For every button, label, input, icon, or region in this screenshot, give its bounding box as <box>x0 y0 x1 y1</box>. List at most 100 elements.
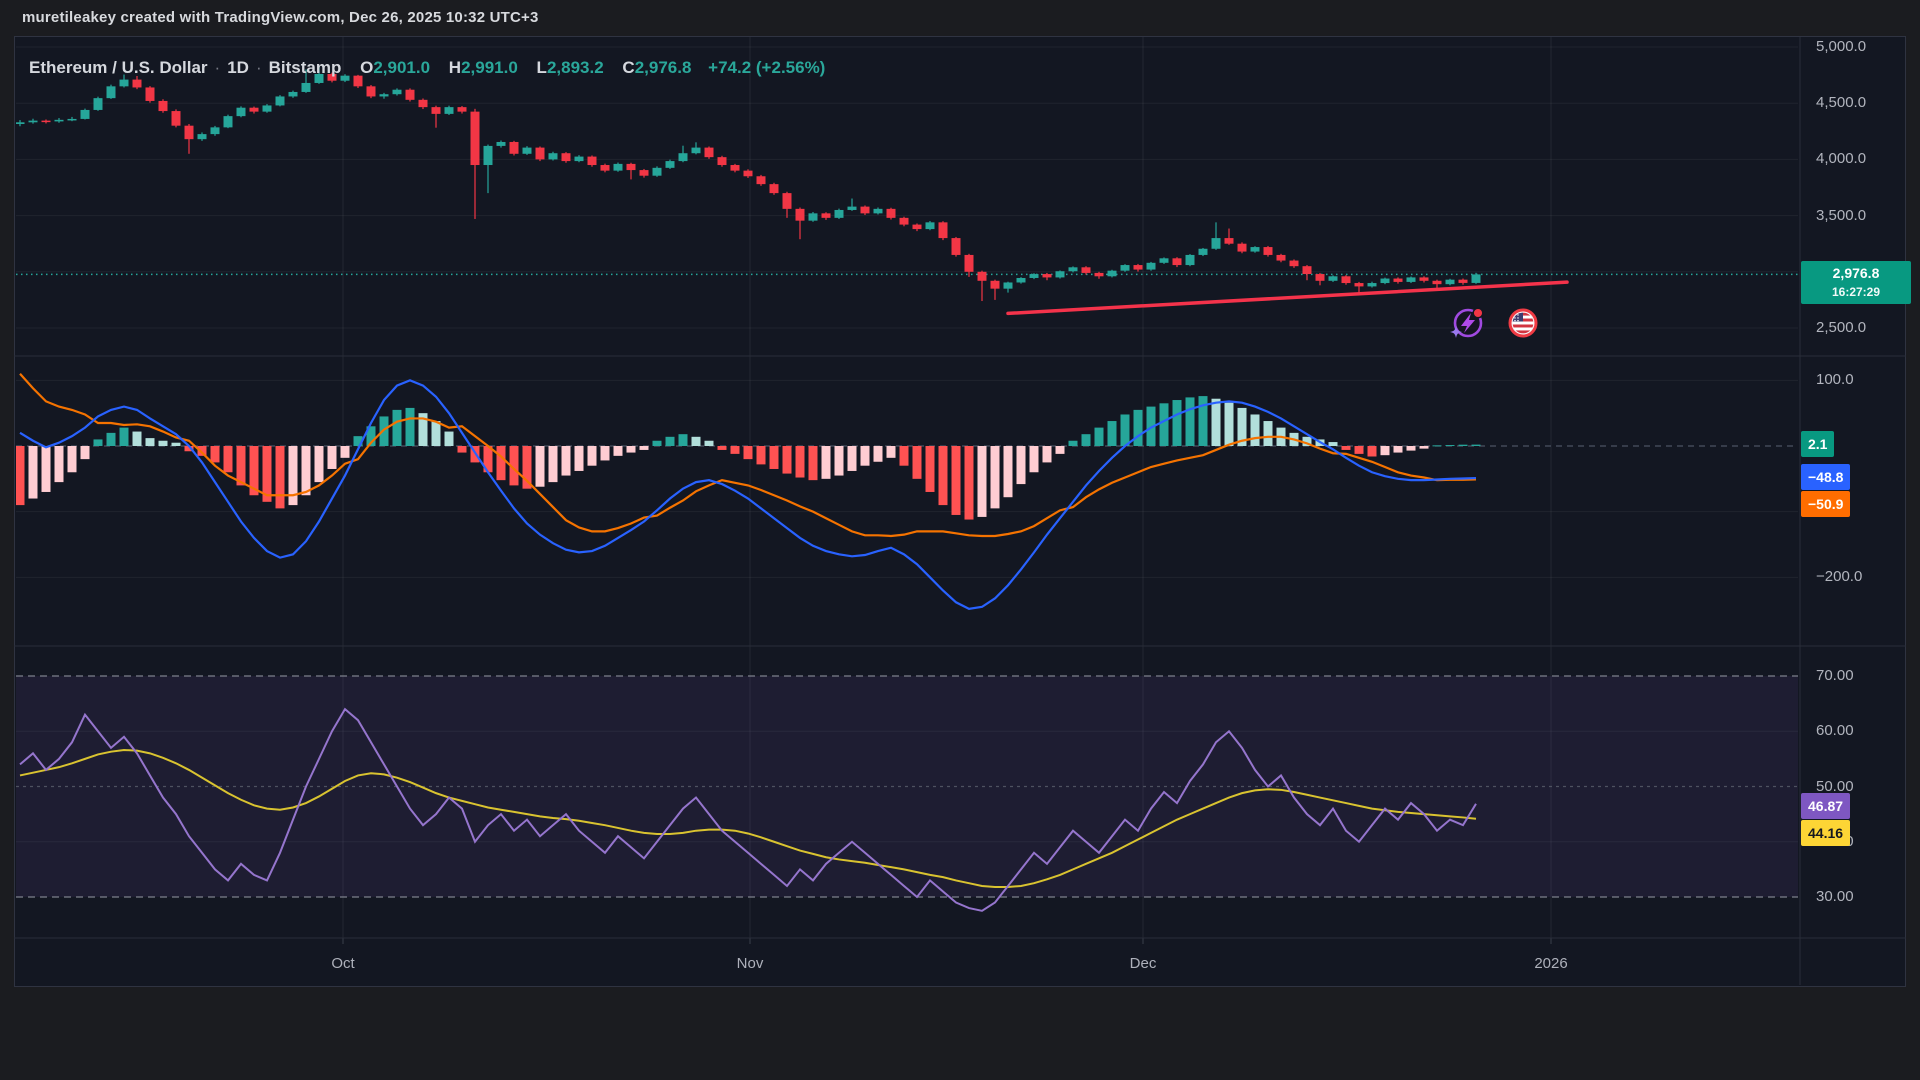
symbol-title[interactable]: Ethereum / U.S. Dollar <box>29 58 208 77</box>
candle <box>1068 267 1078 272</box>
close-label: C <box>622 58 635 77</box>
candle <box>392 89 402 95</box>
exchange-label[interactable]: Bitstamp <box>268 58 342 77</box>
rsi-tick-label: 70.00 <box>1816 667 1854 684</box>
rsi-line <box>19 707 1477 912</box>
candle <box>1380 278 1390 284</box>
candle <box>132 79 142 88</box>
trendline[interactable] <box>1006 280 1569 316</box>
candle <box>1250 247 1260 252</box>
candle <box>1055 271 1065 278</box>
symbol-legend: Ethereum / U.S. Dollar · 1D · Bitstamp O2,90… <box>29 58 825 78</box>
candle <box>1003 282 1013 289</box>
legend-separator: · <box>255 58 262 77</box>
candle <box>1471 274 1481 283</box>
candle <box>197 134 207 140</box>
last-price-value: 2,976.8 <box>1832 265 1880 281</box>
candle <box>899 217 909 225</box>
candle <box>1224 238 1234 244</box>
candle <box>41 120 51 123</box>
candle <box>860 206 870 214</box>
time-tick-label: Dec <box>1129 955 1157 972</box>
open-label: O <box>360 58 374 77</box>
candle <box>652 167 662 176</box>
candle <box>119 79 129 87</box>
macd-signal-line <box>19 373 1477 538</box>
candle <box>106 86 116 99</box>
candle <box>964 254 974 272</box>
price-tick-label: 4,000.0 <box>1816 150 1867 168</box>
candle <box>444 107 454 114</box>
candle <box>925 222 935 230</box>
candle <box>1133 265 1143 270</box>
candle <box>873 208 883 214</box>
candle <box>1198 248 1208 255</box>
candle <box>236 107 246 117</box>
rsi-ma-badge: 44.16 <box>1801 820 1851 846</box>
time-tick-label: 2026 <box>1534 955 1568 972</box>
candle <box>158 100 168 112</box>
spark-icon[interactable] <box>1450 307 1484 338</box>
candle <box>16 122 25 124</box>
candle <box>782 193 792 209</box>
price-tick-label: 5,000.0 <box>1816 38 1867 55</box>
candle <box>509 141 519 154</box>
candle <box>522 147 532 154</box>
candle <box>535 147 545 160</box>
macd-line <box>19 379 1477 610</box>
candle <box>1393 278 1403 282</box>
candle <box>1276 254 1286 261</box>
candle <box>1354 283 1364 287</box>
last-price-badge: 2,976.8 16:27:29 <box>1801 261 1911 304</box>
rsi-tick-label: 30.00 <box>1816 888 1854 905</box>
candle <box>600 165 610 171</box>
candle <box>548 153 558 160</box>
candle <box>1120 265 1130 271</box>
candle <box>1341 276 1351 284</box>
candle <box>1302 266 1312 275</box>
candle <box>1159 258 1169 263</box>
candle <box>1081 267 1091 273</box>
candle <box>795 208 805 221</box>
low-value: 2,893.2 <box>546 58 604 77</box>
candle <box>418 99 428 108</box>
candle <box>639 170 649 176</box>
candle <box>1042 274 1052 278</box>
candle <box>1458 279 1468 283</box>
close-value: 2,976.8 <box>634 58 692 77</box>
macd-tick-label: 100.0 <box>1816 371 1854 389</box>
candle <box>1419 277 1429 281</box>
candle <box>561 153 571 162</box>
candle <box>613 163 623 171</box>
attribution-text: muretileakey created with TradingView.co… <box>22 9 539 26</box>
candle <box>80 109 90 119</box>
candle <box>704 147 714 158</box>
candle <box>249 107 259 112</box>
candle <box>353 75 363 87</box>
candle <box>1107 270 1117 277</box>
candle <box>379 94 389 97</box>
candle <box>756 176 766 185</box>
candle <box>184 125 194 140</box>
us-flag-icon[interactable] <box>1508 308 1538 338</box>
candle <box>1289 260 1299 267</box>
candle <box>886 208 896 218</box>
candle <box>912 224 922 230</box>
candle <box>301 82 311 92</box>
candle <box>587 156 597 166</box>
interval-label[interactable]: 1D <box>227 58 249 77</box>
macd-tick-label: −200.0 <box>1816 568 1863 586</box>
candle <box>1172 258 1182 266</box>
candle <box>743 170 753 177</box>
grid <box>16 37 1798 944</box>
candle <box>431 107 441 114</box>
candle <box>1263 247 1273 255</box>
candle <box>951 238 961 255</box>
change-value: +74.2 (+2.56%) <box>708 58 826 77</box>
rsi-tick-label: 60.00 <box>1816 722 1854 740</box>
candle <box>990 280 1000 289</box>
candle <box>145 87 155 101</box>
rsi-ma-line <box>19 749 1477 889</box>
